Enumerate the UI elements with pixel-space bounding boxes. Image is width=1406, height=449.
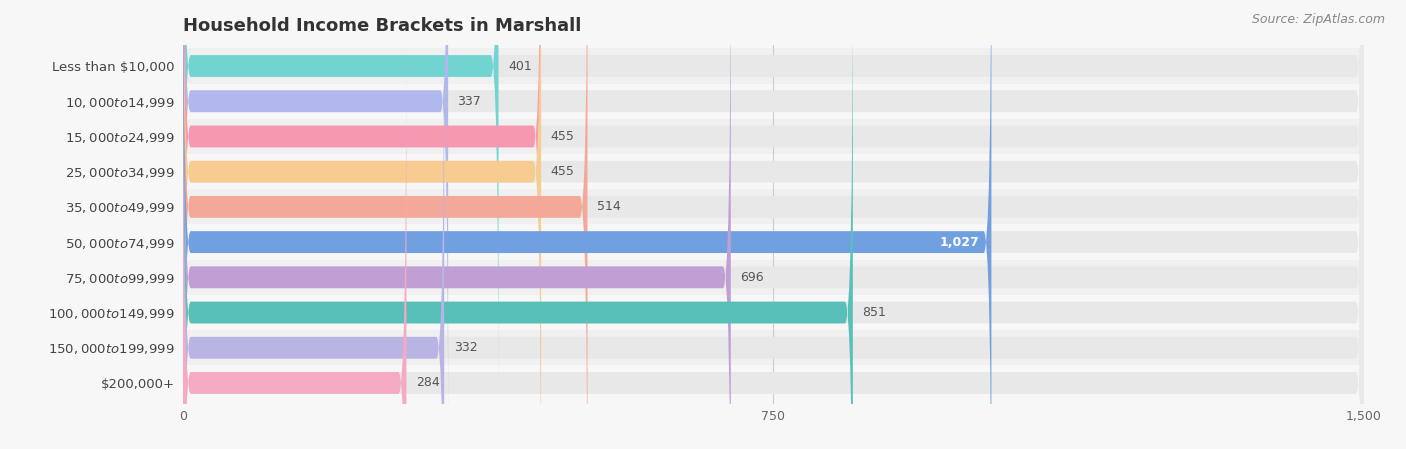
FancyBboxPatch shape (183, 0, 731, 449)
Bar (183, 295, 1364, 330)
Bar (183, 154, 1364, 189)
FancyBboxPatch shape (183, 7, 444, 449)
Text: 332: 332 (454, 341, 477, 354)
Bar (183, 119, 1364, 154)
Text: 514: 514 (598, 200, 620, 213)
FancyBboxPatch shape (183, 0, 1364, 449)
FancyBboxPatch shape (183, 42, 406, 449)
FancyBboxPatch shape (183, 0, 1364, 407)
Text: 851: 851 (862, 306, 886, 319)
Bar (183, 189, 1364, 224)
FancyBboxPatch shape (183, 0, 1364, 449)
Bar (183, 330, 1364, 365)
Text: 455: 455 (551, 165, 575, 178)
Bar (183, 260, 1364, 295)
FancyBboxPatch shape (183, 0, 1364, 449)
FancyBboxPatch shape (183, 0, 853, 449)
FancyBboxPatch shape (183, 0, 991, 449)
Bar (183, 224, 1364, 260)
Bar (183, 365, 1364, 401)
FancyBboxPatch shape (183, 0, 1364, 449)
Text: 1,027: 1,027 (939, 236, 980, 249)
FancyBboxPatch shape (183, 0, 1364, 449)
FancyBboxPatch shape (183, 7, 1364, 449)
Text: 337: 337 (457, 95, 481, 108)
Text: Household Income Brackets in Marshall: Household Income Brackets in Marshall (183, 17, 581, 35)
Text: 401: 401 (508, 60, 531, 73)
FancyBboxPatch shape (183, 42, 1364, 449)
FancyBboxPatch shape (183, 0, 449, 442)
Bar (183, 84, 1364, 119)
Text: 696: 696 (740, 271, 763, 284)
FancyBboxPatch shape (183, 0, 541, 449)
Text: 455: 455 (551, 130, 575, 143)
FancyBboxPatch shape (183, 0, 499, 407)
Text: 284: 284 (416, 376, 440, 389)
FancyBboxPatch shape (183, 0, 588, 449)
FancyBboxPatch shape (183, 0, 541, 449)
Text: Source: ZipAtlas.com: Source: ZipAtlas.com (1251, 13, 1385, 26)
FancyBboxPatch shape (183, 0, 1364, 449)
FancyBboxPatch shape (183, 0, 1364, 442)
Bar (183, 48, 1364, 84)
